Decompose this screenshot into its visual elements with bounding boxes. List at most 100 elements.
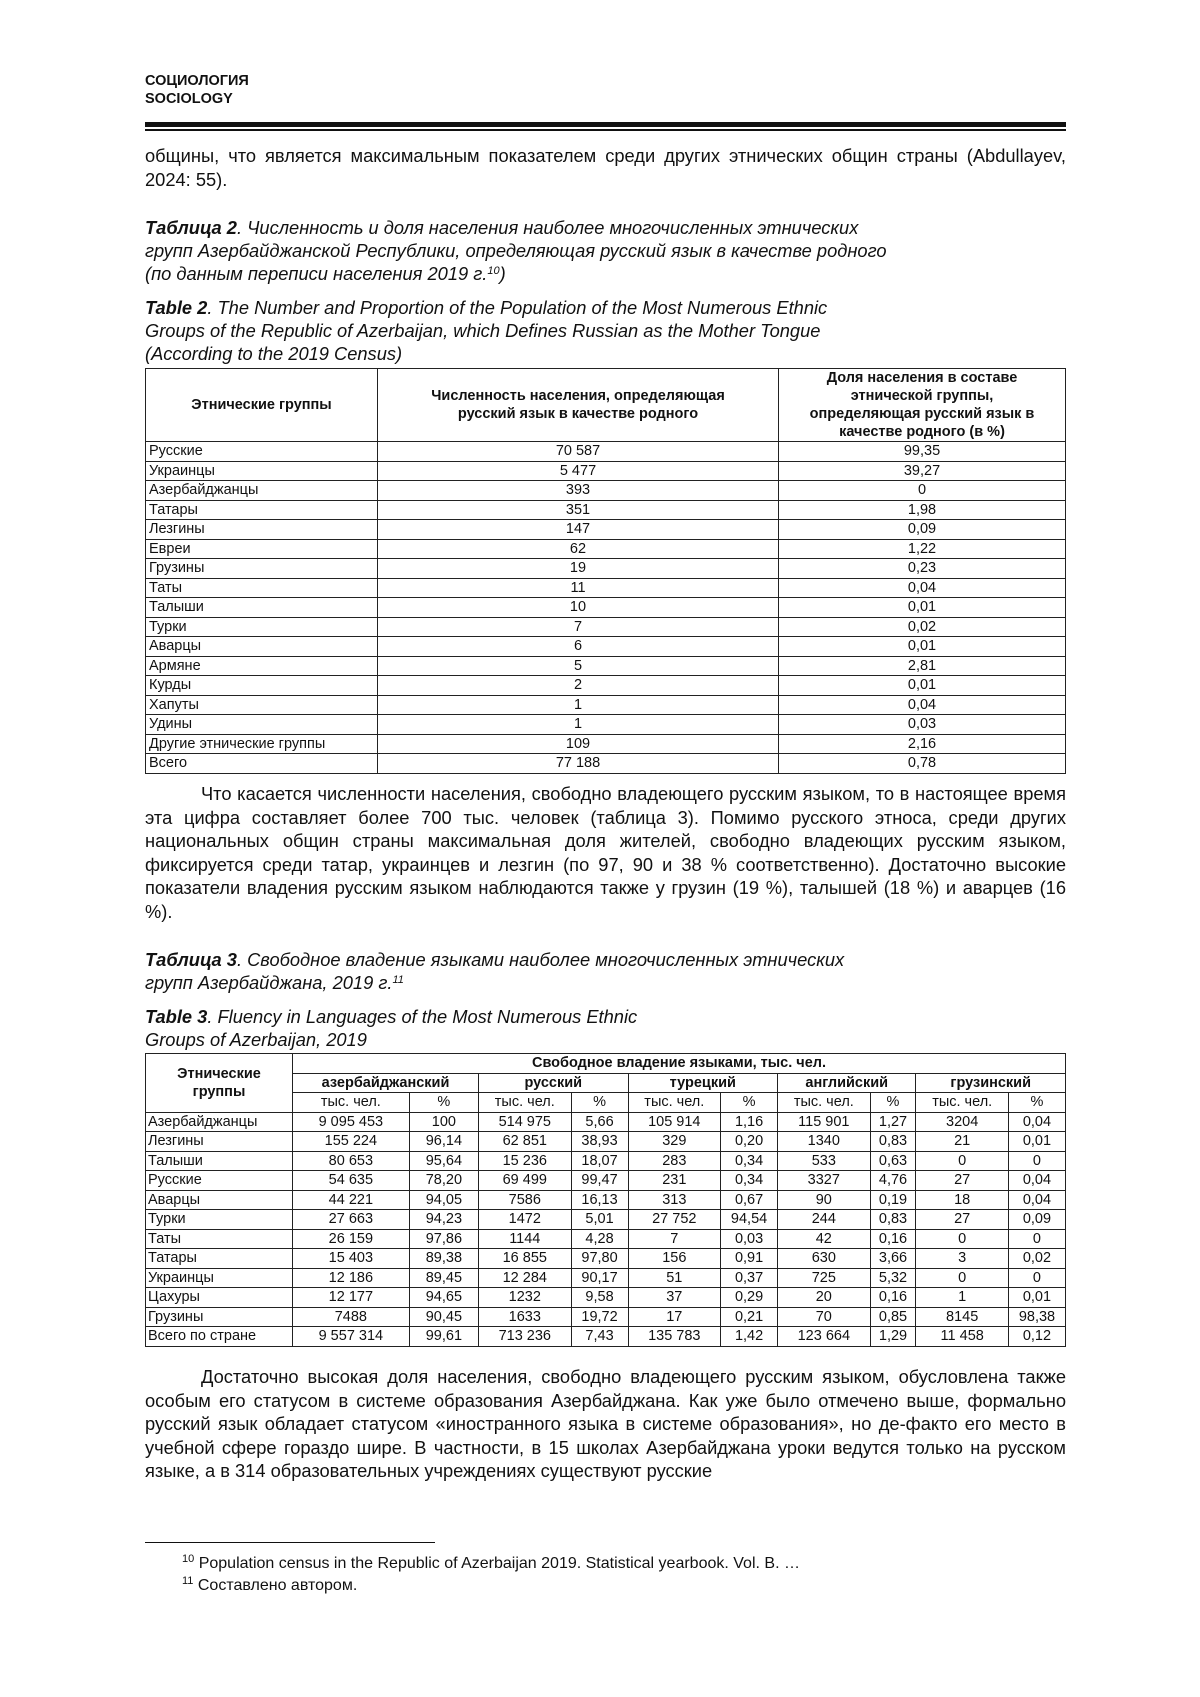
value-cell: 38,93 — [570, 1131, 629, 1152]
header-rule-thin — [145, 129, 1066, 131]
table-row: Украинцы 12 186 89,45 12 284 90,17 51 0,37 725 5… — [145, 1267, 1067, 1288]
value-cell: 313 — [627, 1189, 722, 1210]
value-cell: 7,43 — [570, 1326, 629, 1347]
ethnic-group-cell: Лезгины — [145, 1131, 293, 1152]
running-header: СОЦИОЛОГИЯ SOCIOLOGY — [145, 72, 249, 108]
table-row: Курды 2 0,01 — [145, 675, 1066, 696]
table-row: Талыши 80 653 95,64 15 236 18,07 283 0,34 533 0,… — [145, 1150, 1067, 1171]
table-row: Русские 70 587 99,35 — [145, 441, 1066, 462]
value-cell: 95,64 — [408, 1150, 480, 1171]
value-cell: 244 — [777, 1209, 871, 1230]
value-cell: 0,04 — [1007, 1111, 1067, 1132]
value-cell: 51 — [627, 1267, 722, 1288]
value-cell: 94,54 — [720, 1209, 779, 1230]
value-cell: 0,01 — [778, 636, 1066, 657]
table-row: Азербайджанцы 393 0 — [145, 480, 1066, 501]
value-cell: 98,38 — [1007, 1306, 1067, 1327]
value-cell: 1,22 — [778, 538, 1066, 559]
value-cell: 1 — [915, 1287, 1009, 1308]
language-header: турецкий — [627, 1072, 779, 1093]
value-cell: 0,21 — [720, 1306, 779, 1327]
value-cell: 147 — [377, 519, 779, 540]
unit-header: % — [720, 1092, 779, 1113]
value-cell: 19 — [377, 558, 779, 579]
value-cell: 12 284 — [478, 1267, 572, 1288]
value-cell: 0,04 — [1007, 1189, 1067, 1210]
column-header: Численность населения, определяющая русс… — [377, 368, 779, 442]
value-cell: 1,98 — [778, 499, 1066, 520]
value-cell: 99,47 — [570, 1170, 629, 1191]
value-cell: 123 664 — [777, 1326, 871, 1347]
value-cell: 0,29 — [720, 1287, 779, 1308]
value-cell: 155 224 — [292, 1131, 410, 1152]
value-cell: 7 — [377, 616, 779, 637]
value-cell: 2 — [377, 675, 779, 696]
ethnic-group-cell: Татары — [145, 1248, 293, 1269]
table-row: Таты 26 159 97,86 1144 4,28 7 0,03 42 0,16 0 0 — [145, 1228, 1067, 1249]
value-cell: 1 — [377, 694, 779, 715]
footnote-ref[interactable]: 11 — [392, 974, 404, 986]
table-2: Этнические группы Численность населения,… — [145, 368, 1066, 774]
table-row: Цахуры 12 177 94,65 1232 9,58 37 0,29 20 0,16 1 0,… — [145, 1287, 1067, 1308]
value-cell: 0,34 — [720, 1150, 779, 1171]
unit-header: тыс. чел. — [478, 1092, 572, 1113]
value-cell: 5 477 — [377, 460, 779, 481]
ethnic-group-cell: Русские — [145, 1170, 293, 1191]
value-cell: 80 653 — [292, 1150, 410, 1171]
value-cell: 89,45 — [408, 1267, 480, 1288]
table-row: Украинцы 5 477 39,27 — [145, 460, 1066, 481]
value-cell: 0 — [1007, 1267, 1067, 1288]
table-header-row: Этнические группы Численность населения,… — [145, 368, 1066, 442]
value-cell: 0,03 — [778, 714, 1066, 735]
value-cell: 10 — [377, 597, 779, 618]
value-cell: 9,58 — [570, 1287, 629, 1308]
ethnic-group-cell: Лезгины — [145, 519, 378, 540]
value-cell: 1633 — [478, 1306, 572, 1327]
unit-header-row: тыс. чел.% тыс. чел.% тыс. чел.% тыс. чел.%… — [146, 1092, 1067, 1113]
ethnic-group-cell: Курды — [145, 675, 378, 696]
value-cell: 393 — [377, 480, 779, 501]
value-cell: 0,12 — [1007, 1326, 1067, 1347]
unit-header: % — [1007, 1092, 1067, 1113]
ethnic-group-cell: Турки — [145, 616, 378, 637]
language-header: английский — [777, 1072, 917, 1093]
value-cell: 70 587 — [377, 441, 779, 462]
language-header: азербайджанский — [291, 1072, 480, 1093]
header-rule — [145, 122, 1066, 127]
value-cell: 11 458 — [915, 1326, 1009, 1347]
caption-text: . Численность и доля населения наиболее … — [145, 217, 887, 284]
value-cell: 0,19 — [869, 1189, 917, 1210]
caption-text: . Свободное владение языками наиболее мн… — [145, 949, 845, 993]
value-cell: 1472 — [478, 1209, 572, 1230]
value-cell: 0,83 — [869, 1209, 917, 1230]
value-cell: 8145 — [915, 1306, 1009, 1327]
value-cell: 96,14 — [408, 1131, 480, 1152]
caption-text: . The Number and Proportion of the Popul… — [145, 297, 828, 364]
value-cell: 0,09 — [1007, 1209, 1067, 1230]
value-cell: 0,37 — [720, 1267, 779, 1288]
value-cell: 6 — [377, 636, 779, 657]
value-cell: 7 — [627, 1228, 722, 1249]
value-cell: 1340 — [777, 1131, 871, 1152]
value-cell: 17 — [627, 1306, 722, 1327]
value-cell: 0,85 — [869, 1306, 917, 1327]
caption-label: Таблица 3 — [145, 949, 237, 970]
table-row: Лезгины 155 224 96,14 62 851 38,93 329 0,20 134… — [145, 1131, 1067, 1152]
value-cell: 97,80 — [570, 1248, 629, 1269]
value-cell: 283 — [627, 1150, 722, 1171]
value-cell: 0 — [915, 1228, 1009, 1249]
table-row: Аварцы 44 221 94,05 7586 16,13 313 0,67 90 0,19 1… — [145, 1189, 1067, 1210]
value-cell: 514 975 — [478, 1111, 572, 1132]
paragraph-text: Достаточно высокая доля населения, свобо… — [145, 1366, 1066, 1481]
value-cell: 78,20 — [408, 1170, 480, 1191]
value-cell: 77 188 — [377, 753, 779, 774]
value-cell: 16,13 — [570, 1189, 629, 1210]
footnote-ref[interactable]: 10 — [487, 265, 500, 277]
paragraph-2: Что касается численности населения, своб… — [145, 782, 1066, 923]
value-cell: 9 557 314 — [292, 1326, 410, 1347]
value-cell: 1,29 — [869, 1326, 917, 1347]
column-header: Свободное владение языками, тыс. чел. — [292, 1053, 1066, 1074]
table-row: Хапуты 1 0,04 — [145, 694, 1066, 715]
table-row: Другие этнические группы 109 2,16 — [145, 733, 1066, 754]
value-cell: 0,04 — [1007, 1170, 1067, 1191]
